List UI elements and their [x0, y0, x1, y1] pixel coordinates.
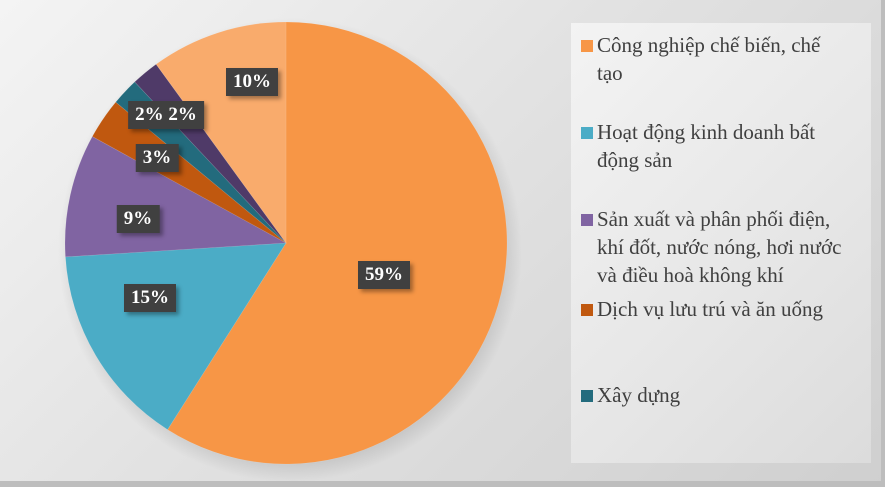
legend-item-accommodation: Dịch vụ lưu trú và ăn uống — [581, 295, 866, 323]
legend-swatch-icon — [581, 127, 593, 139]
pie-slice — [167, 21, 508, 465]
legend-item-real-estate: Hoạt động kinh doanh bất động sản — [581, 118, 866, 174]
legend-item-construction: Xây dựng — [581, 381, 866, 409]
data-label-electricity: 9% — [116, 205, 160, 233]
data-label-real-estate: 15% — [124, 284, 176, 312]
legend-label: động sản — [597, 148, 673, 172]
legend-swatch-icon — [581, 304, 593, 316]
legend-label: Công nghiệp chế biến, chế — [597, 33, 821, 57]
legend-swatch-icon — [581, 214, 593, 226]
legend-item-electricity: Sản xuất và phân phối điện, khí đốt, nước… — [581, 205, 866, 289]
data-label-manufacturing: 59% — [358, 261, 410, 289]
legend-label: Hoạt động kinh doanh bất — [597, 120, 816, 144]
legend-label: Xây dựng — [597, 383, 681, 407]
data-label-accommodation: 3% — [135, 144, 179, 172]
legend-label: tạo — [597, 61, 623, 85]
pie-slice — [91, 101, 287, 244]
legend-label: Dịch vụ lưu trú và ăn uống — [597, 297, 824, 321]
data-label-construction-other: 2% 2% — [128, 101, 204, 129]
legend-label: khí đốt, nước nóng, hơi nước — [597, 235, 842, 259]
legend-label: Sản xuất và phân phối điện, — [597, 207, 831, 231]
legend-swatch-icon — [581, 390, 593, 402]
chart-legend: Công nghiệp chế biến, chế tạo Hoạt động k… — [571, 23, 871, 463]
pie-slice — [65, 242, 287, 431]
legend-swatch-icon — [581, 40, 593, 52]
data-label-other: 10% — [226, 68, 278, 96]
legend-item-manufacturing: Công nghiệp chế biến, chế tạo — [581, 31, 866, 87]
legend-label: và điều hoà không khí — [597, 263, 784, 287]
